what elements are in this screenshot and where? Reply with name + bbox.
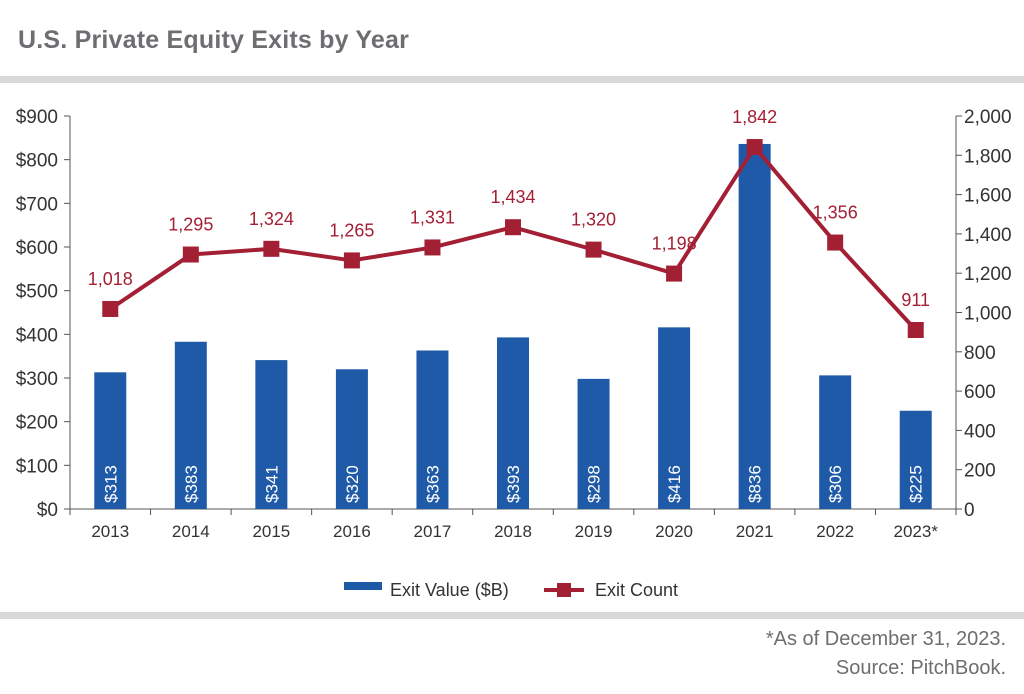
line-point-marker	[827, 234, 844, 251]
bar-data-label: $383	[182, 465, 201, 503]
y-right-tick-label: 1,800	[964, 146, 1012, 167]
bar-data-label: $416	[665, 465, 684, 503]
bar	[416, 350, 449, 509]
y-left-tick-label: $500	[16, 282, 58, 303]
line-point-marker	[263, 240, 280, 257]
y-right-tick-label: 1,600	[964, 186, 1012, 207]
line-point-marker	[102, 300, 119, 317]
y-right-tick-label: 400	[964, 421, 996, 442]
line-point-marker	[666, 265, 683, 282]
x-tick-label: 2016	[333, 522, 371, 541]
bar	[497, 337, 529, 509]
y-left-tick-label: $800	[16, 151, 58, 172]
y-right-tick-label: 600	[964, 382, 996, 403]
y-right-tick-label: 200	[964, 461, 996, 482]
bar-data-label: $393	[504, 465, 523, 503]
axes: $0 $100 $200 $300 $400 $500 $600 $700 $800 $900 0 2…	[16, 107, 1012, 541]
x-tick-label: 2014	[172, 522, 210, 541]
line-data-label: 1,198	[652, 234, 697, 254]
chart-title: U.S. Private Equity Exits by Year	[18, 26, 410, 54]
x-tick-label: 2019	[575, 522, 613, 541]
as-of-footnote: *As of December 31, 2023.	[765, 628, 1006, 650]
bar	[819, 375, 852, 509]
bar-data-label: $306	[826, 465, 845, 503]
y-left-tick-label: $0	[37, 500, 58, 521]
line-data-label: 1,320	[571, 210, 616, 230]
exit-count-line	[109, 145, 918, 332]
x-tick-label: 2022	[816, 522, 854, 541]
y-right-tick-label: 1,000	[964, 304, 1012, 325]
line-data-label: 1,265	[329, 220, 374, 240]
legend-line-marker	[557, 583, 571, 597]
bar-data-label: $320	[343, 465, 362, 503]
legend-bar-label: Exit Value ($B)	[390, 580, 509, 600]
x-tick-label: 2021	[736, 522, 774, 541]
y-left-tick-label: $400	[16, 325, 58, 346]
line-data-label: 1,018	[88, 269, 133, 289]
legend-bar-swatch	[344, 582, 382, 590]
bar	[335, 369, 368, 509]
x-tick-label: 2015	[252, 522, 290, 541]
y-right-tick-label: 1,400	[964, 225, 1012, 246]
legend: Exit Value ($B) Exit Count	[344, 580, 678, 600]
x-tick-label: 2017	[414, 522, 452, 541]
line-point-marker	[907, 321, 924, 338]
bar-data-label: $341	[262, 465, 281, 503]
x-tick-label: 2018	[494, 522, 532, 541]
line-point-marker	[746, 139, 763, 156]
bar	[577, 378, 610, 509]
y-right-tick-label: 1,200	[964, 264, 1012, 285]
line-point-marker	[182, 246, 199, 263]
x-tick-label: 2013	[91, 522, 129, 541]
bar	[899, 410, 932, 509]
line-point-marker	[505, 219, 521, 236]
y-left-tick-label: $300	[16, 369, 58, 390]
line-data-label: 1,356	[813, 203, 858, 223]
x-tick-label: 2023*	[894, 522, 939, 541]
line-data-label: 911	[901, 290, 930, 310]
y-left-tick-label: $100	[16, 456, 58, 477]
legend-line-label: Exit Count	[595, 580, 678, 600]
bar-series: $313 $383 $341 $320 $363 $393 $298 $416 $836 $306…	[94, 143, 932, 510]
line-data-label: 1,295	[168, 215, 213, 235]
y-right-tick-label: 800	[964, 343, 996, 364]
y-right-tick-label: 0	[964, 500, 975, 521]
y-left-tick-label: $600	[16, 238, 58, 259]
x-tick-label: 2020	[655, 522, 693, 541]
bar-data-label: $298	[585, 465, 604, 503]
bar-data-label: $225	[907, 465, 926, 503]
source-footnote: Source: PitchBook.	[835, 657, 1006, 679]
bar	[255, 360, 288, 509]
bottom-divider	[0, 612, 1024, 619]
bar	[94, 372, 127, 509]
bar-data-label: $313	[101, 465, 120, 503]
line-data-label: 1,434	[490, 187, 535, 207]
line-series: 1,018 1,295 1,324 1,265 1,331 1,434 1,320 1,198…	[88, 107, 930, 338]
bar-data-label: $363	[423, 465, 442, 503]
bar	[658, 327, 691, 509]
y-left-tick-label: $200	[16, 413, 58, 434]
y-right-tick-label: 2,000	[964, 107, 1012, 128]
combo-chart: $0 $100 $200 $300 $400 $500 $600 $700 $800 $900 0 2…	[16, 107, 1012, 600]
bar	[174, 341, 207, 509]
top-divider	[0, 76, 1024, 83]
line-point-marker	[343, 252, 360, 269]
y-left-tick-label: $700	[16, 194, 58, 215]
y-left-tick-label: $900	[16, 107, 58, 128]
bar	[738, 143, 771, 510]
line-data-label: 1,331	[410, 207, 455, 227]
bar-data-label: $836	[746, 465, 765, 503]
line-point-marker	[424, 239, 441, 256]
line-point-marker	[585, 241, 602, 258]
line-data-label: 1,842	[732, 107, 777, 127]
line-data-label: 1,324	[249, 209, 294, 229]
